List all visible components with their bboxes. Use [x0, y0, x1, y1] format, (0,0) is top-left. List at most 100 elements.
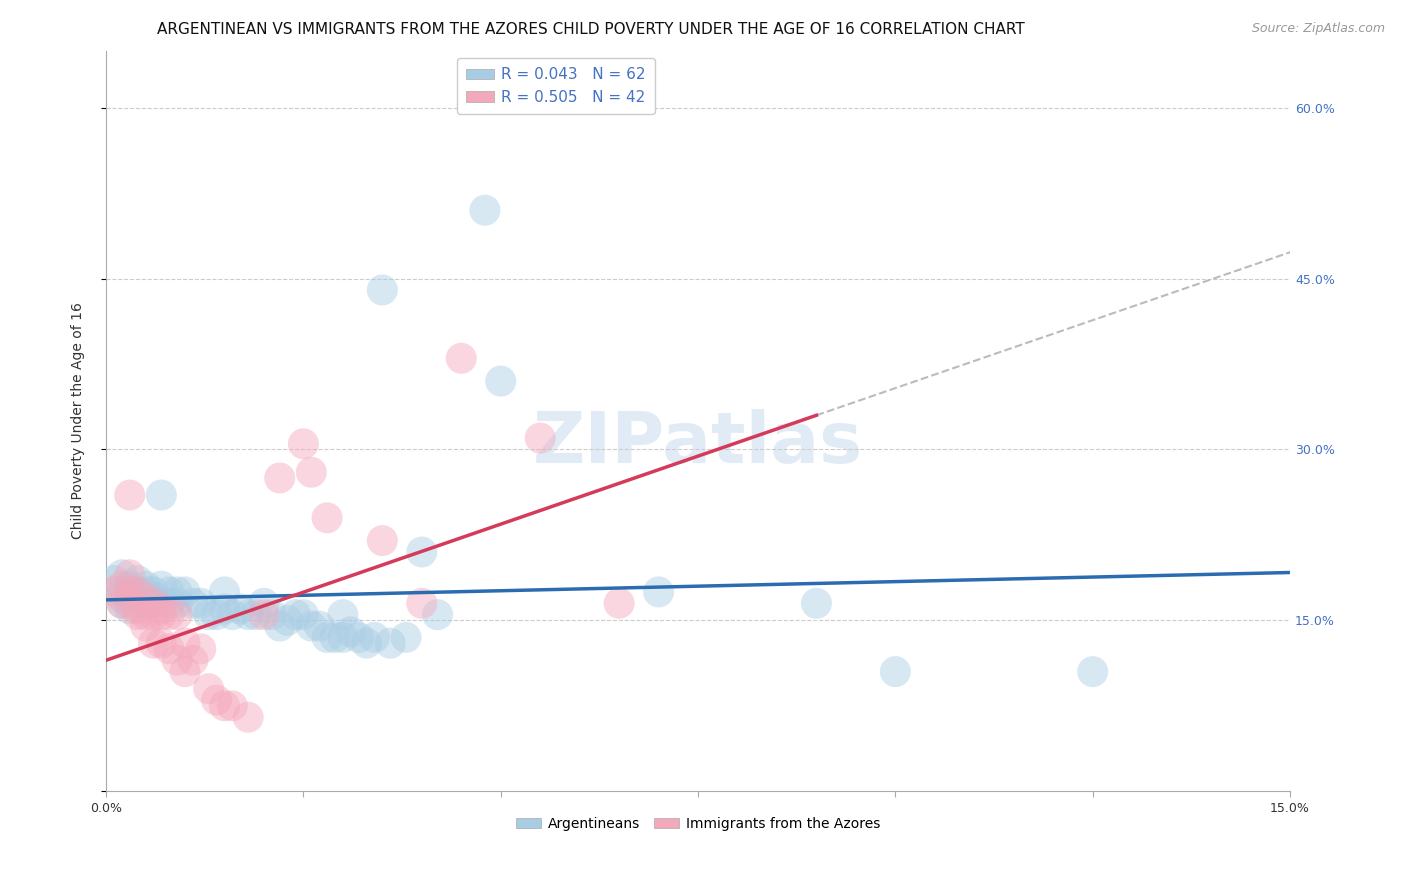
Point [118, 602, 141, 616]
Point [166, 596, 188, 610]
Point [260, 607, 283, 622]
Text: ARGENTINEAN VS IMMIGRANTS FROM THE AZORES CHILD POVERTY UNDER THE AGE OF 16 CORR: ARGENTINEAN VS IMMIGRANTS FROM THE AZORE… [156, 22, 1025, 37]
Point [253, 596, 276, 610]
Point [111, 567, 134, 582]
Point [111, 579, 134, 593]
Point [111, 596, 134, 610]
Point [884, 665, 907, 679]
Point [347, 631, 370, 645]
Point [236, 710, 259, 724]
Point [127, 585, 149, 599]
Point [332, 607, 354, 622]
Point [323, 631, 346, 645]
Point [135, 585, 157, 599]
Point [190, 596, 212, 610]
Point [356, 636, 378, 650]
Point [474, 203, 496, 218]
Point [292, 607, 315, 622]
Text: ZIPatlas: ZIPatlas [533, 409, 863, 478]
Point [529, 431, 551, 445]
Point [135, 591, 157, 605]
Point [363, 631, 385, 645]
Point [380, 636, 402, 650]
Point [127, 574, 149, 588]
Point [157, 585, 180, 599]
Point [174, 585, 197, 599]
Point [103, 574, 125, 588]
Point [135, 596, 157, 610]
Point [142, 596, 165, 610]
Point [135, 607, 157, 622]
Point [174, 636, 197, 650]
Point [245, 607, 267, 622]
Point [127, 602, 149, 616]
Point [190, 641, 212, 656]
Point [395, 631, 418, 645]
Point [205, 607, 228, 622]
Point [174, 665, 197, 679]
Point [299, 619, 322, 633]
Point [205, 693, 228, 707]
Point [127, 607, 149, 622]
Point [269, 619, 291, 633]
Point [103, 585, 125, 599]
Point [221, 698, 243, 713]
Point [111, 585, 134, 599]
Point [181, 653, 204, 667]
Point [214, 585, 236, 599]
Point [253, 607, 276, 622]
Point [316, 511, 339, 525]
Point [150, 636, 173, 650]
Point [426, 607, 449, 622]
Point [269, 471, 291, 485]
Point [166, 585, 188, 599]
Point [332, 631, 354, 645]
Point [150, 488, 173, 502]
Point [292, 436, 315, 450]
Point [1081, 665, 1104, 679]
Point [135, 591, 157, 605]
Point [118, 488, 141, 502]
Point [118, 585, 141, 599]
Point [647, 585, 669, 599]
Point [150, 602, 173, 616]
Point [371, 283, 394, 297]
Point [450, 351, 472, 366]
Point [118, 596, 141, 610]
Point [150, 579, 173, 593]
Point [236, 607, 259, 622]
Point [135, 579, 157, 593]
Point [371, 533, 394, 548]
Point [308, 619, 330, 633]
Point [127, 596, 149, 610]
Point [118, 567, 141, 582]
Point [118, 579, 141, 593]
Point [214, 602, 236, 616]
Point [157, 596, 180, 610]
Point [411, 545, 433, 559]
Point [339, 624, 361, 639]
Point [157, 607, 180, 622]
Point [284, 607, 307, 622]
Point [166, 607, 188, 622]
Point [181, 596, 204, 610]
Point [277, 613, 299, 627]
Point [118, 591, 141, 605]
Point [607, 596, 630, 610]
Point [299, 465, 322, 479]
Point [150, 607, 173, 622]
Point [489, 374, 512, 388]
Point [142, 636, 165, 650]
Point [157, 641, 180, 656]
Point [127, 585, 149, 599]
Point [135, 619, 157, 633]
Point [142, 607, 165, 622]
Point [197, 607, 219, 622]
Point [166, 653, 188, 667]
Text: Source: ZipAtlas.com: Source: ZipAtlas.com [1251, 22, 1385, 36]
Point [142, 591, 165, 605]
Point [411, 596, 433, 610]
Legend: Argentineans, Immigrants from the Azores: Argentineans, Immigrants from the Azores [510, 811, 886, 836]
Point [316, 631, 339, 645]
Point [197, 681, 219, 696]
